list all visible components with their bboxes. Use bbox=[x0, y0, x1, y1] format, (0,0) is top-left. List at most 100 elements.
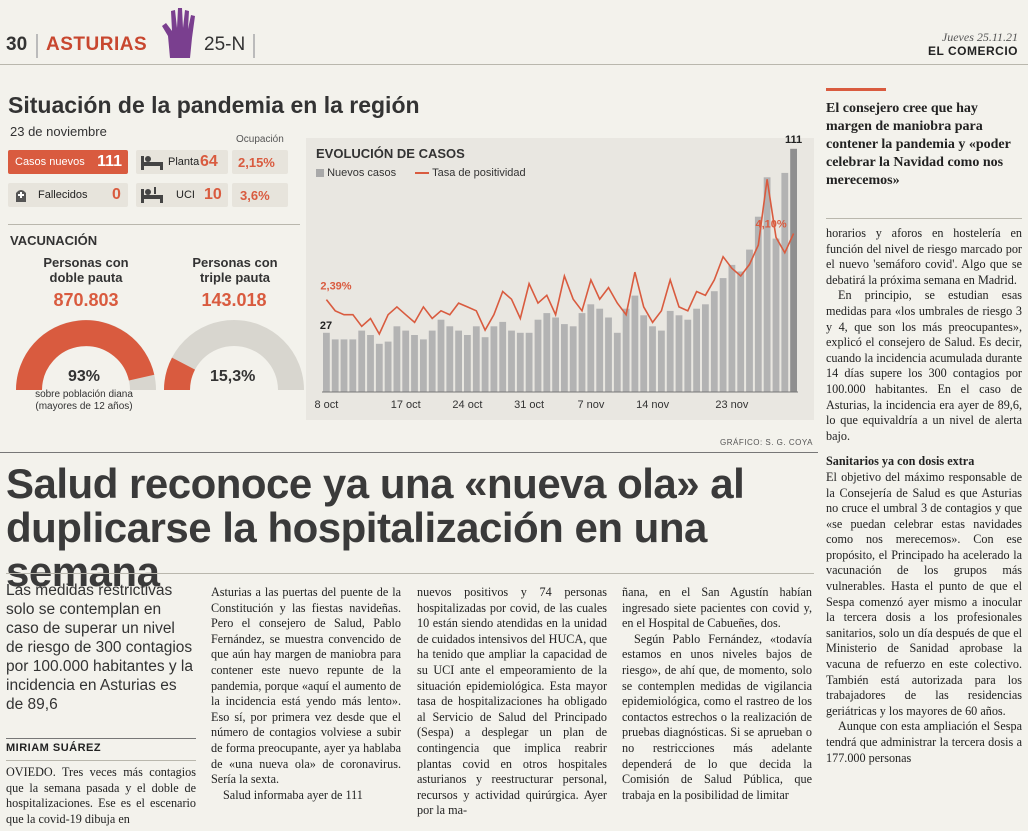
case-bar bbox=[578, 313, 586, 392]
graphic-credit: GRÁFICO: S. G. COYA bbox=[720, 438, 813, 447]
quote-accent-rule bbox=[826, 88, 886, 91]
case-bar bbox=[728, 264, 736, 392]
section-tag: 25-N bbox=[204, 34, 246, 55]
article-paragraph: horarios y aforos en hostelería en funci… bbox=[826, 226, 1022, 287]
section-name: ASTURIAS bbox=[46, 34, 148, 55]
triple-dose-value: 143.018 bbox=[201, 290, 267, 310]
case-bar bbox=[596, 308, 604, 392]
new-cases-box: Casos nuevos 111 bbox=[8, 150, 128, 174]
ward-value: 64 bbox=[200, 153, 218, 170]
case-bar bbox=[605, 317, 612, 392]
legend-item-cases: Nuevos casos bbox=[327, 167, 397, 179]
icu-occupancy-box: 3,6% bbox=[232, 183, 288, 207]
last-positivity-label: 4,10% bbox=[755, 219, 786, 231]
chart-title: EVOLUCIÓN DE CASOS bbox=[316, 146, 465, 161]
case-bar bbox=[790, 148, 797, 392]
case-bar bbox=[693, 308, 700, 392]
triple-dose-label: Personas con triple pauta bbox=[192, 255, 278, 285]
case-bar bbox=[490, 326, 498, 392]
header-divider bbox=[36, 34, 38, 58]
author-bottom-rule bbox=[6, 760, 196, 761]
ward-box: Planta 64 bbox=[136, 150, 228, 174]
double-dose-value: 870.803 bbox=[53, 290, 119, 310]
article-paragraph: En principio, se estudian esas medidas p… bbox=[826, 288, 1022, 443]
x-tick-label: 8 oct bbox=[314, 399, 338, 411]
new-cases-value: 111 bbox=[97, 153, 122, 170]
hand-icon bbox=[162, 8, 195, 58]
case-bar bbox=[340, 339, 348, 392]
case-bar bbox=[763, 177, 771, 392]
icu-occupancy: 3,6% bbox=[240, 188, 270, 203]
case-bar bbox=[358, 330, 366, 392]
case-bar bbox=[719, 278, 727, 392]
article-paragraph: nuevos positivos y 74 personas hospitali… bbox=[417, 585, 607, 818]
case-bar bbox=[666, 310, 674, 392]
article-paragraph: Según Pablo Fernández, «todavía estamos … bbox=[622, 631, 812, 802]
article-paragraph: OVIEDO. Tres veces más contagios que la … bbox=[6, 765, 196, 826]
case-bar bbox=[561, 324, 568, 392]
case-bar bbox=[446, 326, 454, 392]
header-divider bbox=[253, 34, 255, 58]
x-tick-label: 24 oct bbox=[452, 399, 482, 411]
case-bar bbox=[587, 304, 595, 392]
case-bar bbox=[543, 313, 551, 392]
tombstone-icon bbox=[16, 190, 26, 202]
x-tick-label: 14 nov bbox=[636, 399, 670, 411]
deaths-label: Fallecidos bbox=[38, 189, 88, 201]
issue-date: Jueves 25.11.21 bbox=[941, 30, 1018, 44]
positivity-line bbox=[325, 179, 795, 336]
triple-dose-gauge bbox=[164, 320, 304, 391]
case-bar bbox=[569, 326, 577, 392]
case-bar bbox=[384, 341, 392, 392]
article-paragraph: Salud informaba ayer de 111 bbox=[223, 787, 363, 802]
case-bar bbox=[754, 216, 762, 392]
article-column-3: nuevos positivos y 74 personas hospitali… bbox=[417, 585, 607, 819]
cases-chart: 8 oct 17 oct 24 oct 31 oct 7 nov 14 nov 23 nov… bbox=[314, 134, 802, 411]
article-column-4: ñana, en el San Agustín habían ingresado… bbox=[622, 585, 812, 803]
article-column-2: Asturias a las puertas del puente de la … bbox=[211, 585, 401, 803]
case-bar bbox=[323, 332, 330, 392]
case-bar bbox=[375, 343, 383, 392]
deaths-value: 0 bbox=[112, 186, 121, 203]
case-bar bbox=[393, 326, 401, 392]
headline: Salud reconoce ya una «nueva ola» al dup… bbox=[6, 460, 745, 595]
case-bar bbox=[349, 339, 357, 392]
double-dose-label: Personas con doble pauta bbox=[43, 255, 129, 285]
article-paragraph: Aunque con esta ampliación el Sespa tend… bbox=[826, 719, 1022, 765]
case-bar bbox=[508, 330, 515, 392]
infographic-date: 23 de noviembre bbox=[10, 124, 107, 139]
page-number: 30 bbox=[6, 34, 28, 55]
x-tick-label: 17 oct bbox=[391, 399, 421, 411]
case-bar bbox=[411, 335, 418, 392]
deaths-box: Fallecidos 0 bbox=[8, 183, 128, 207]
case-bar bbox=[675, 315, 683, 392]
case-bar bbox=[367, 335, 374, 392]
headline-rule bbox=[0, 452, 818, 453]
case-bar bbox=[516, 332, 524, 392]
double-dose-pct: 93% bbox=[68, 368, 101, 385]
case-bar bbox=[746, 249, 753, 392]
occupancy-label: Ocupación bbox=[236, 134, 284, 145]
case-bar bbox=[684, 319, 692, 392]
icu-box: UCI 10 bbox=[136, 183, 228, 207]
author-rule bbox=[6, 738, 196, 739]
case-bar bbox=[631, 295, 639, 392]
case-bar bbox=[420, 339, 427, 392]
chart-legend: Nuevos casos Tasa de positividad bbox=[316, 167, 526, 179]
case-bar bbox=[710, 291, 718, 392]
icu-bed-icon bbox=[141, 187, 163, 203]
case-bar bbox=[640, 315, 648, 392]
article-paragraph: Asturias a las puertas del puente de la … bbox=[211, 585, 401, 787]
lede: Las medidas restrictivas solo se contemp… bbox=[6, 582, 193, 713]
article-subhead: Sanitarios ya con dosis extra bbox=[826, 454, 975, 469]
x-tick-label: 23 nov bbox=[715, 399, 749, 411]
newspaper-name: EL COMERCIO bbox=[928, 44, 1018, 58]
vaccination-note: sobre población diana (mayores de 12 año… bbox=[35, 389, 133, 412]
x-tick-label: 31 oct bbox=[514, 399, 544, 411]
ward-label: Planta bbox=[168, 156, 200, 168]
stats-divider bbox=[8, 224, 300, 225]
case-bar bbox=[455, 330, 462, 392]
case-bar bbox=[702, 304, 709, 392]
case-bar bbox=[613, 332, 621, 392]
legend-bar-swatch bbox=[316, 169, 324, 178]
